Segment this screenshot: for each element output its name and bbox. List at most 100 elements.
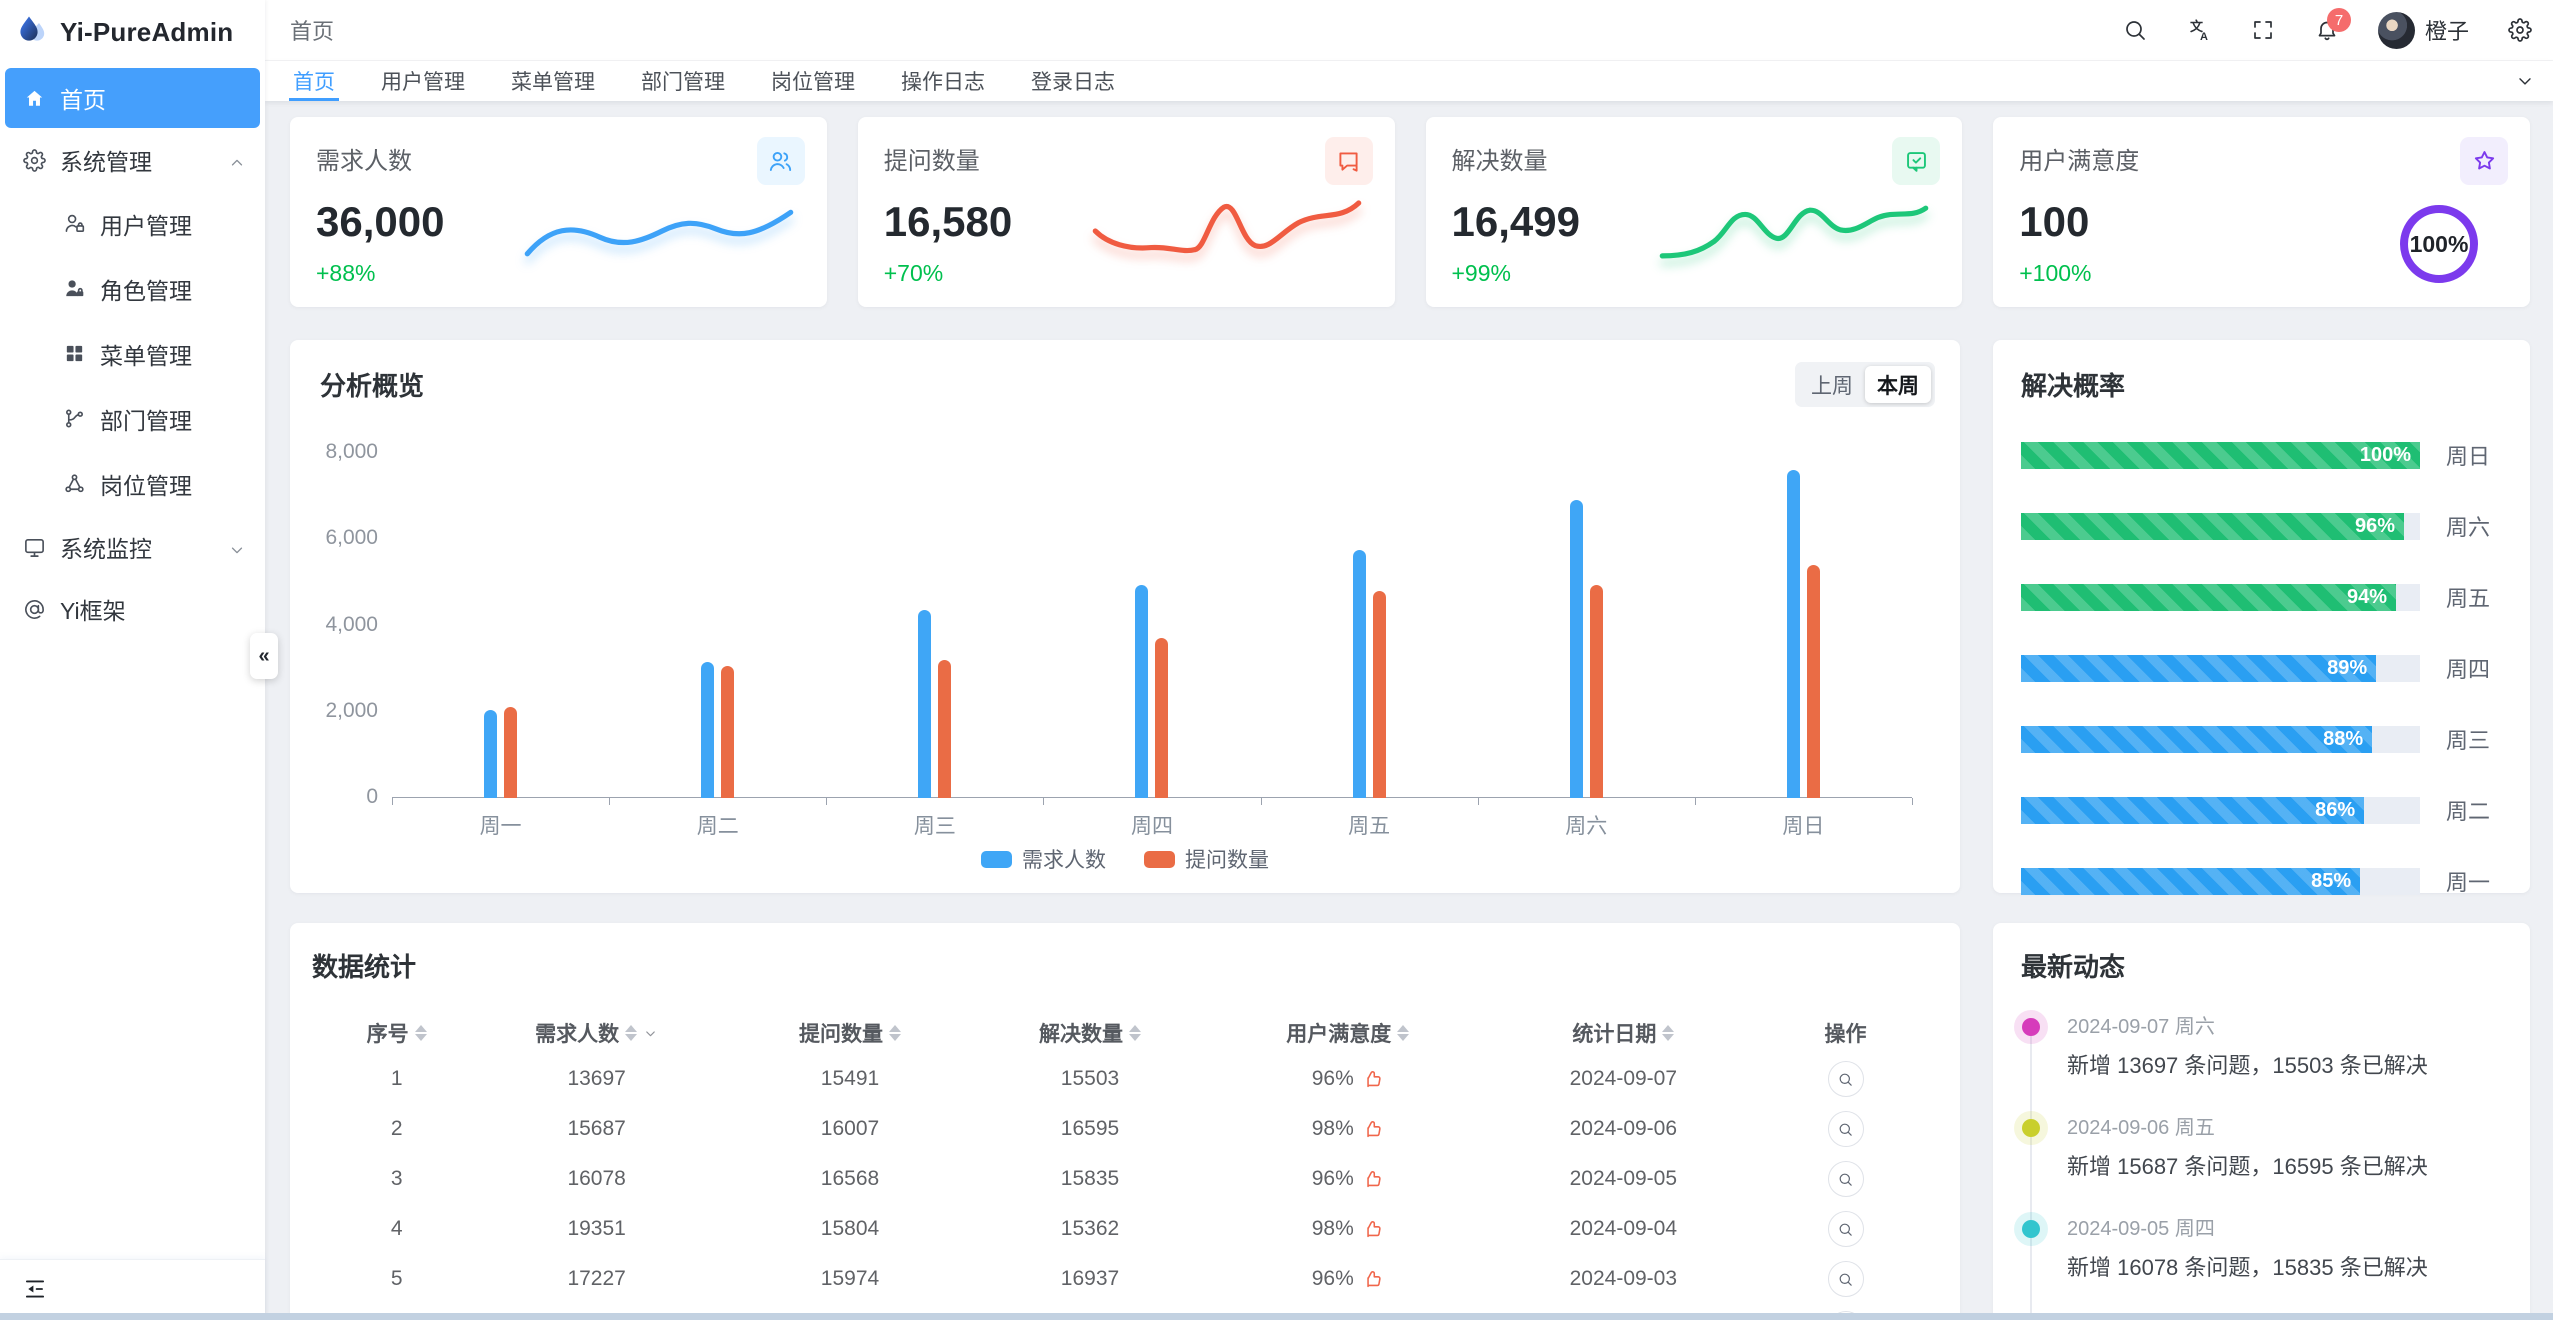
sidebar-item-2[interactable]: 菜单管理 bbox=[5, 322, 260, 385]
breadcrumb[interactable]: 首页 bbox=[290, 19, 335, 44]
tab-1[interactable]: 用户管理 bbox=[381, 71, 465, 94]
cell-questions: 15804 bbox=[820, 1217, 880, 1240]
sort-carets[interactable] bbox=[1397, 1025, 1410, 1041]
bar-group-周二 bbox=[609, 453, 826, 798]
gear-icon[interactable] bbox=[2507, 17, 2533, 43]
tab-4[interactable]: 岗位管理 bbox=[771, 71, 855, 94]
horizontal-scrollbar[interactable] bbox=[0, 1313, 2553, 1320]
stat-card-0: 需求人数 36,000 +88% bbox=[290, 117, 827, 307]
progress-percent: 89% bbox=[2327, 656, 2368, 679]
stat-icon-tile bbox=[1892, 137, 1941, 185]
tab-5[interactable]: 操作日志 bbox=[901, 71, 985, 94]
view-detail-button[interactable] bbox=[1827, 1111, 1864, 1147]
x-axis-category-label: 周四 bbox=[1130, 815, 1173, 838]
timeline-date: 2024-09-05 周四 bbox=[2067, 1218, 2215, 1240]
timeline-list: 2024-09-07 周六 新增 13697 条问题，15503 条已解决 2024… bbox=[2021, 1010, 2502, 1320]
y-axis-tick-label: 8,000 bbox=[325, 440, 378, 463]
sidebar-item-1[interactable]: 角色管理 bbox=[5, 257, 260, 320]
tab-6[interactable]: 登录日志 bbox=[1031, 71, 1115, 94]
timeline-dot bbox=[2022, 1018, 2040, 1036]
latest-activity-card: 最新动态 2024-09-07 周六 新增 13697 条问题，15503 条已解… bbox=[1993, 923, 2530, 1320]
tab-3[interactable]: 部门管理 bbox=[641, 71, 725, 94]
legend-label: 提问数量 bbox=[1185, 849, 1269, 872]
view-detail-button[interactable] bbox=[1827, 1161, 1864, 1197]
column-header-序号[interactable]: 序号 bbox=[330, 1018, 463, 1048]
chevron-up-icon bbox=[228, 151, 246, 169]
sparkline bbox=[524, 209, 794, 257]
tab-actions-chevron-icon[interactable] bbox=[2515, 61, 2535, 101]
svg-text:文: 文 bbox=[2190, 19, 2204, 34]
bar-group-周三 bbox=[826, 453, 1043, 798]
x-axis-line bbox=[392, 797, 1912, 798]
legend-item-提问数量[interactable]: 提问数量 bbox=[1144, 844, 1269, 874]
fullscreen-icon[interactable] bbox=[2250, 17, 2276, 43]
progress-track: 88% bbox=[2021, 725, 2420, 753]
sparkline bbox=[1092, 200, 1361, 254]
sort-carets[interactable] bbox=[889, 1025, 901, 1041]
sort-carets[interactable] bbox=[1662, 1025, 1675, 1041]
cell-satisfaction: 98% bbox=[1210, 1104, 1486, 1154]
sidebar-group-label: 系统监控 bbox=[60, 536, 152, 562]
analysis-title: 分析概览 bbox=[320, 371, 425, 401]
x-axis-tick bbox=[1477, 798, 1479, 805]
cell-date: 2024-09-07 bbox=[1569, 1067, 1678, 1090]
user-lock-icon bbox=[65, 214, 85, 232]
sidebar-item-home[interactable]: 首页 bbox=[5, 68, 260, 128]
tab-0[interactable]: 首页 bbox=[289, 61, 339, 101]
content: 需求人数 36,000 +88% 提问数量 16,580 +70% 解决数量 16,499… bbox=[265, 101, 2553, 1320]
sort-carets[interactable] bbox=[1129, 1025, 1141, 1041]
view-detail-button[interactable] bbox=[1827, 1211, 1864, 1247]
bar-需求人数 bbox=[1569, 500, 1583, 798]
brand-logo[interactable]: Yi-PureAdmin bbox=[0, 0, 265, 62]
column-header-需求人数[interactable]: 需求人数 bbox=[463, 1018, 730, 1048]
user-menu[interactable]: 橙子 bbox=[2377, 11, 2469, 49]
view-detail-button[interactable] bbox=[1827, 1061, 1864, 1097]
column-header-统计日期[interactable]: 统计日期 bbox=[1486, 1018, 1762, 1048]
sort-carets[interactable] bbox=[414, 1025, 427, 1041]
sidebar-collapse-handle[interactable]: « bbox=[250, 633, 278, 679]
cell-index: 3 bbox=[390, 1167, 403, 1190]
stat-icon-tile bbox=[2460, 137, 2508, 185]
table-row: 1 13697 15491 15503 96% 2024-09-07 bbox=[330, 1054, 1930, 1104]
bell-icon[interactable]: 7 bbox=[2314, 8, 2351, 43]
search-icon[interactable] bbox=[2122, 17, 2148, 43]
this-week-button[interactable]: 本周 bbox=[1865, 366, 1931, 403]
sidebar-group-2[interactable]: Yi框架 bbox=[5, 579, 260, 639]
last-week-button[interactable]: 上周 bbox=[1811, 374, 1853, 398]
filter-chevron-icon[interactable] bbox=[643, 1026, 658, 1041]
magnifier-icon bbox=[1839, 1273, 1852, 1286]
sort-carets[interactable] bbox=[625, 1025, 638, 1041]
cell-date: 2024-09-05 bbox=[1569, 1167, 1678, 1190]
sidebar-item-0[interactable]: 用户管理 bbox=[5, 192, 260, 255]
timeline-item: 2024-09-05 周四 新增 16078 条问题，15835 条已解决 bbox=[2021, 1212, 2502, 1282]
legend-swatch bbox=[1144, 850, 1175, 868]
sidebar-group-0[interactable]: 系统管理 bbox=[5, 130, 260, 190]
users-icon bbox=[770, 151, 792, 171]
legend-item-需求人数[interactable]: 需求人数 bbox=[981, 844, 1106, 874]
progress-day-label: 周五 bbox=[2446, 586, 2491, 611]
column-header-用户满意度[interactable]: 用户满意度 bbox=[1210, 1018, 1486, 1048]
progress-fill: 88% bbox=[2021, 725, 2373, 753]
sidebar-item-4[interactable]: 岗位管理 bbox=[5, 452, 260, 515]
solve-row-周二: 86% 周二 bbox=[2021, 794, 2502, 826]
stat-value: 36,000 bbox=[316, 198, 445, 245]
column-label: 统计日期 bbox=[1572, 1023, 1657, 1046]
collapse-sidebar-icon[interactable] bbox=[22, 1276, 48, 1302]
column-header-解决数量[interactable]: 解决数量 bbox=[970, 1018, 1210, 1048]
progress-percent: 94% bbox=[2347, 585, 2388, 608]
progress-track: 86% bbox=[2021, 796, 2420, 824]
x-axis-category-label: 周日 bbox=[1782, 815, 1825, 838]
cell-solved: 16937 bbox=[1060, 1267, 1120, 1290]
tab-2[interactable]: 菜单管理 bbox=[511, 71, 595, 94]
gear-icon bbox=[2508, 18, 2532, 42]
sidebar-item-3[interactable]: 部门管理 bbox=[5, 387, 260, 450]
notification-badge: 7 bbox=[2326, 8, 2351, 32]
solve-row-周三: 88% 周三 bbox=[2021, 723, 2502, 755]
sidebar-group-1[interactable]: 系统监控 bbox=[5, 517, 260, 577]
view-detail-button[interactable] bbox=[1827, 1261, 1864, 1297]
progress-fill: 86% bbox=[2021, 796, 2365, 824]
column-header-提问数量[interactable]: 提问数量 bbox=[730, 1018, 970, 1048]
bar-提问数量 bbox=[1155, 638, 1169, 798]
